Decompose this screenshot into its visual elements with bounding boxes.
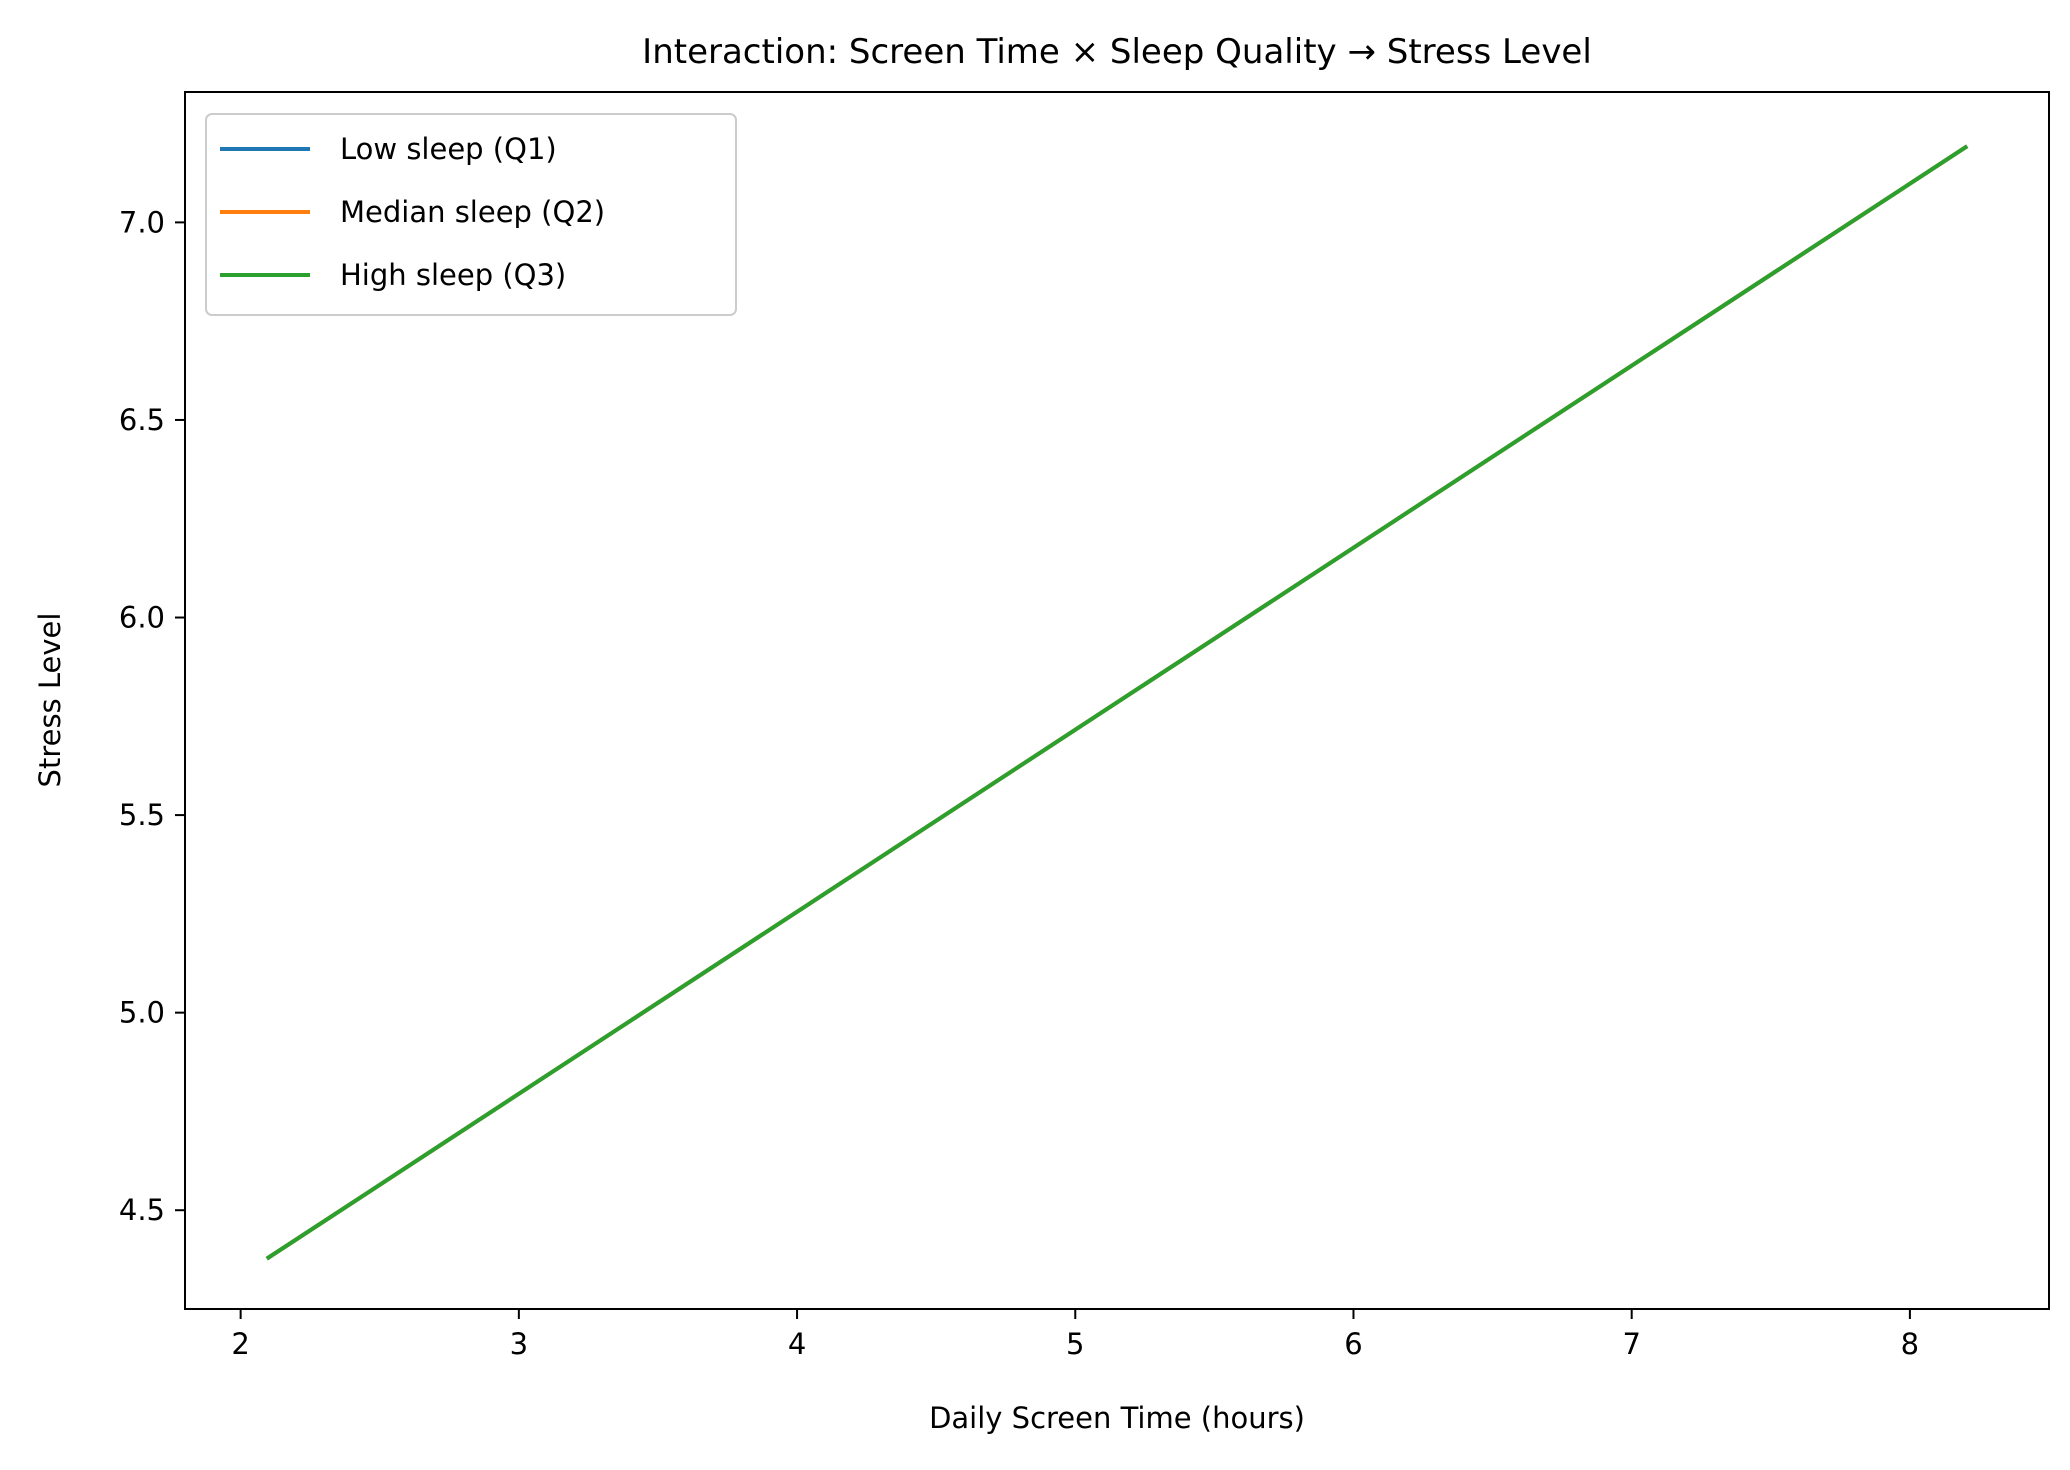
y-tick-label: 6.5 [119,403,165,437]
x-tick-label: 5 [1066,1327,1084,1361]
legend-label: Median sleep (Q2) [340,195,605,229]
legend-label: High sleep (Q3) [340,258,566,292]
legend: Low sleep (Q1) Median sleep (Q2) High slee… [205,113,737,316]
x-axis-label: Daily Screen Time (hours) [929,1401,1305,1435]
series-layer [265,144,1969,1261]
y-tick-label: 6.0 [119,601,165,635]
y-axis-label: Stress Level [33,613,67,788]
x-tick-label: 7 [1622,1327,1640,1361]
x-tick-label: 3 [510,1327,528,1361]
y-axis: 4.5 5.0 5.5 6.0 6.5 7.0 [119,205,185,1227]
x-tick-label: 4 [788,1327,806,1361]
y-tick-label: 4.5 [119,1193,165,1227]
chart-title: Interaction: Screen Time × Sleep Quality… [642,32,1592,72]
x-tick-label: 2 [231,1327,249,1361]
y-tick-label: 5.0 [119,996,165,1030]
series-line-3 [265,144,1969,1261]
x-tick-label: 8 [1901,1327,1919,1361]
y-tick-label: 5.5 [119,798,165,832]
x-axis: 2 3 4 5 6 7 8 [231,1309,1919,1361]
y-tick-label: 7.0 [119,205,165,239]
legend-label: Low sleep (Q1) [340,132,557,166]
legend-box [205,113,737,316]
plot-area-frame [184,91,2050,1310]
x-tick-label: 6 [1344,1327,1362,1361]
